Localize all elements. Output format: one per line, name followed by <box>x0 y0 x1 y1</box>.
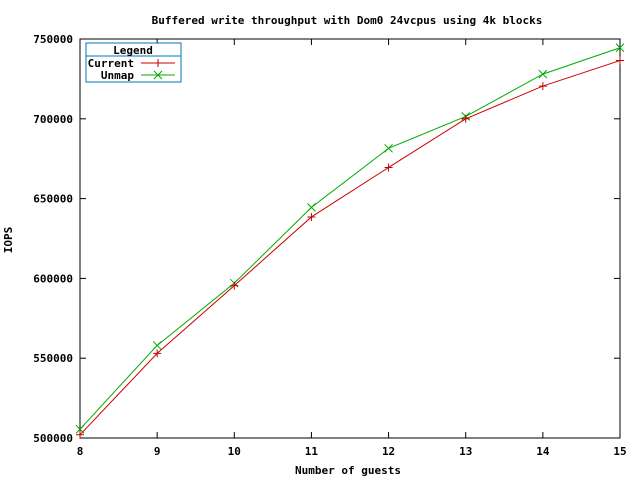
y-tick-label: 750000 <box>33 33 73 46</box>
y-tick-label: 550000 <box>33 352 73 365</box>
series-group <box>75 43 625 439</box>
x-tick-label: 9 <box>154 445 161 458</box>
x-tick-label: 10 <box>228 445 241 458</box>
data-point-current <box>153 349 162 358</box>
x-tick-label: 11 <box>305 445 319 458</box>
y-tick-label: 700000 <box>33 113 73 126</box>
data-point-current <box>230 281 239 290</box>
y-axis-ticks: 750000 700000 650000 600000 550000 500000 <box>33 33 620 445</box>
data-point-unmap <box>615 43 625 53</box>
y-tick-label: 650000 <box>33 193 73 206</box>
x-tick-label: 12 <box>382 445 395 458</box>
data-point-current <box>538 82 547 91</box>
series-current <box>76 56 624 439</box>
data-point-current <box>384 163 393 172</box>
chart-title: Buffered write throughput with Dom0 24vc… <box>152 14 543 27</box>
data-point-current <box>616 56 624 65</box>
data-point-unmap <box>538 69 548 79</box>
data-point-unmap <box>384 143 393 153</box>
x-tick-label: 13 <box>459 445 472 458</box>
y-tick-label: 600000 <box>33 272 73 285</box>
x-axis-label: Number of guests <box>295 464 401 477</box>
plot-area-border <box>79 38 621 439</box>
data-point-current <box>461 114 470 123</box>
series-line-unmap <box>79 47 621 430</box>
y-tick-label: 500000 <box>33 432 73 445</box>
legend-title: Legend <box>113 44 153 57</box>
legend-label-current: Current <box>88 57 134 70</box>
y-axis-label: IOPS <box>2 227 15 254</box>
legend-marker-unmap <box>153 70 163 80</box>
x-tick-label: 8 <box>77 445 84 458</box>
x-tick-label: 15 <box>613 445 626 458</box>
x-tick-label: 14 <box>536 445 550 458</box>
legend-marker-current <box>154 59 162 67</box>
legend-label-unmap: Unmap <box>101 69 134 82</box>
data-point-unmap <box>307 203 316 212</box>
data-point-current <box>76 430 84 439</box>
data-point-unmap <box>152 341 162 350</box>
series-line-current <box>79 60 621 436</box>
series-unmap <box>75 43 625 434</box>
data-point-current <box>307 212 316 221</box>
x-axis-ticks: 8 9 10 11 12 13 14 15 <box>77 39 627 458</box>
